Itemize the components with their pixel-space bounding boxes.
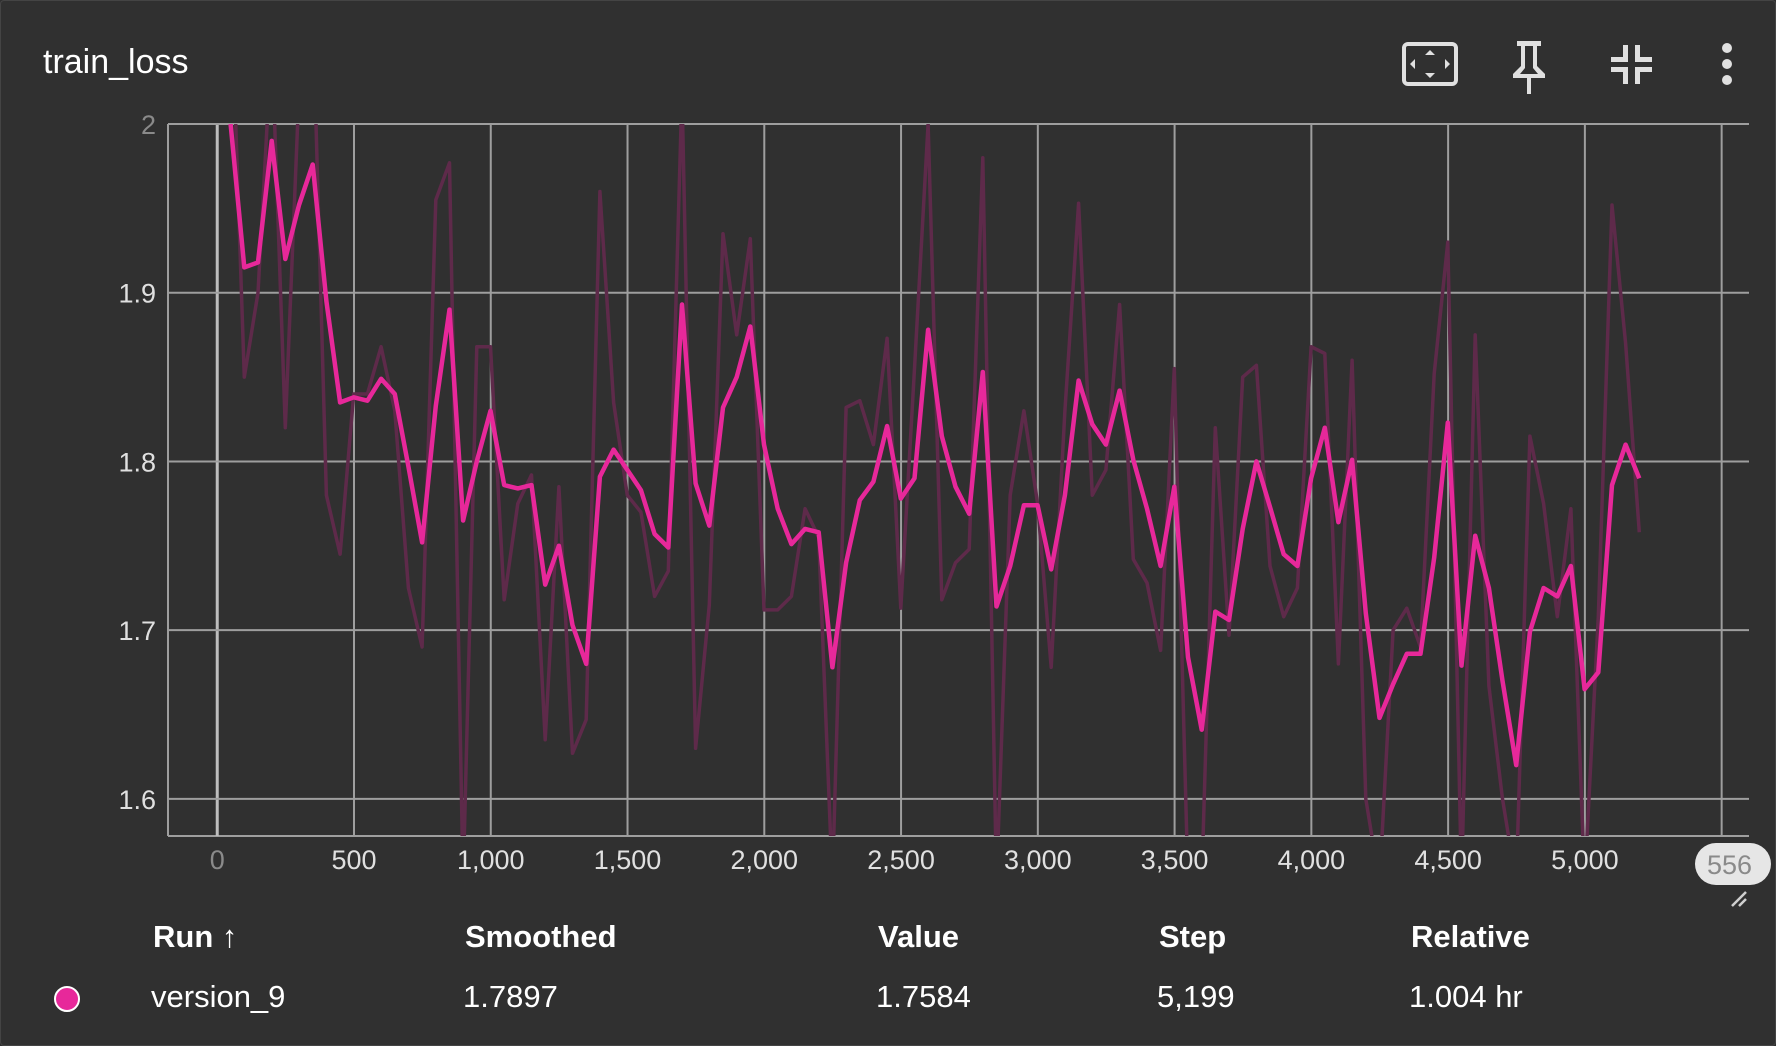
chart-grid bbox=[167, 123, 1749, 837]
row-run: version_9 bbox=[151, 979, 286, 1014]
x-tick-label: 500 bbox=[331, 845, 376, 875]
row-value: 1.7584 bbox=[876, 979, 971, 1014]
header-smoothed[interactable]: Smoothed bbox=[465, 919, 617, 954]
more-vert-icon bbox=[1722, 43, 1732, 85]
card-title: train_loss bbox=[43, 43, 189, 81]
fit-domain-button[interactable] bbox=[1398, 35, 1462, 95]
y-tick-label: 1.9 bbox=[118, 279, 156, 309]
sort-ascending-icon: ↑ bbox=[221, 919, 238, 954]
x-tick-label: 4,000 bbox=[1278, 845, 1346, 875]
x-end-label: 556 bbox=[1707, 850, 1752, 880]
header-value[interactable]: Value bbox=[878, 919, 959, 954]
y-tick-label: 1.6 bbox=[118, 785, 156, 815]
raw-series-layer bbox=[233, 124, 1642, 836]
more-options-button[interactable] bbox=[1695, 35, 1759, 95]
pin-button[interactable] bbox=[1497, 35, 1561, 95]
x-tick-label: 3,500 bbox=[1141, 845, 1209, 875]
x-tick-label: 0 bbox=[210, 845, 225, 875]
header-step[interactable]: Step bbox=[1159, 919, 1227, 954]
row-relative: 1.004 hr bbox=[1409, 979, 1523, 1014]
x-tick-label: 2,000 bbox=[731, 845, 799, 875]
row-smoothed: 1.7897 bbox=[463, 979, 558, 1014]
header-relative[interactable]: Relative bbox=[1411, 919, 1530, 954]
x-tick-label: 2,500 bbox=[867, 845, 935, 875]
x-extent-badge: 556 bbox=[1695, 843, 1771, 885]
x-tick-label: 4,500 bbox=[1414, 845, 1482, 875]
run-color-swatch[interactable] bbox=[54, 986, 80, 1012]
x-tick-label: 1,500 bbox=[594, 845, 662, 875]
header-run[interactable]: Run ↑ bbox=[153, 919, 238, 954]
smoothed-series-line bbox=[228, 124, 1642, 768]
smoothed-series-layer bbox=[228, 124, 1642, 768]
pin-icon bbox=[1513, 41, 1545, 94]
line-chart[interactable]: 0 500 1,000 1,500 2,000 2,500 3,000 3,500 4,000 4… bbox=[1, 1, 1776, 901]
raw-series-line bbox=[233, 124, 1642, 836]
row-step: 5,199 bbox=[1157, 979, 1235, 1014]
x-tick-label: 3,000 bbox=[1004, 845, 1072, 875]
resize-handle-icon[interactable] bbox=[1729, 889, 1749, 909]
y-tick-label: 2 bbox=[141, 110, 156, 140]
y-tick-label: 1.8 bbox=[118, 447, 156, 477]
y-tick-label: 1.7 bbox=[118, 616, 156, 646]
fit-domain-icon bbox=[1402, 42, 1458, 86]
x-tick-label: 1,000 bbox=[457, 845, 525, 875]
tick-labels: 0 500 1,000 1,500 2,000 2,500 3,000 3,500 4,000 4… bbox=[118, 110, 1618, 875]
x-tick-label: 5,000 bbox=[1551, 845, 1619, 875]
